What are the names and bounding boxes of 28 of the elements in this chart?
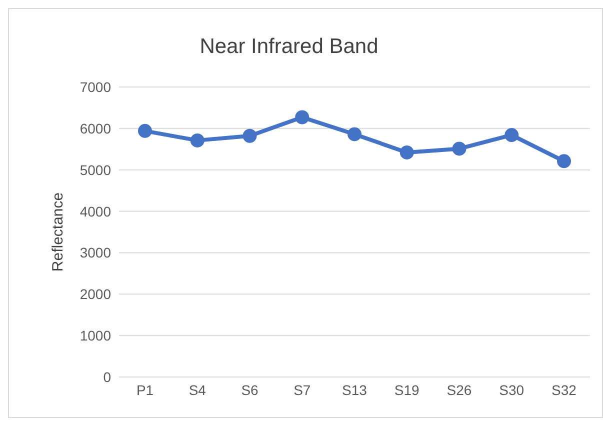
x-tick-label: P1 xyxy=(136,382,154,398)
x-tick-label: S32 xyxy=(552,382,577,398)
point xyxy=(400,145,414,160)
chart-title: Near Infrared Band xyxy=(198,35,380,59)
y-tick-label: 5000 xyxy=(80,162,112,178)
point xyxy=(242,128,257,143)
point xyxy=(295,110,310,124)
y-tick-label: 6000 xyxy=(80,120,112,136)
point xyxy=(190,133,204,148)
x-tick-label: S30 xyxy=(499,382,524,398)
x-tick-label: S19 xyxy=(394,382,420,398)
x-tick-label: S13 xyxy=(342,382,368,398)
point xyxy=(138,124,152,138)
y-axis-title: Reflectance xyxy=(49,192,66,272)
y-tick-label: 1000 xyxy=(80,328,112,344)
y-tick-label: 4000 xyxy=(80,203,112,220)
y-tick-label: 7000 xyxy=(80,78,112,95)
x-tick-label: S26 xyxy=(446,382,472,398)
point xyxy=(348,127,362,142)
y-tick-label: 2000 xyxy=(80,286,112,302)
y-tick-label: 3000 xyxy=(80,244,112,261)
x-tick-label: S4 xyxy=(188,382,206,398)
x-tick-label: S7 xyxy=(294,382,311,398)
point xyxy=(557,154,571,168)
x-tick-label: S6 xyxy=(241,382,259,398)
point xyxy=(504,128,519,142)
y-tick-label: 0 xyxy=(103,368,112,385)
point xyxy=(452,142,466,156)
